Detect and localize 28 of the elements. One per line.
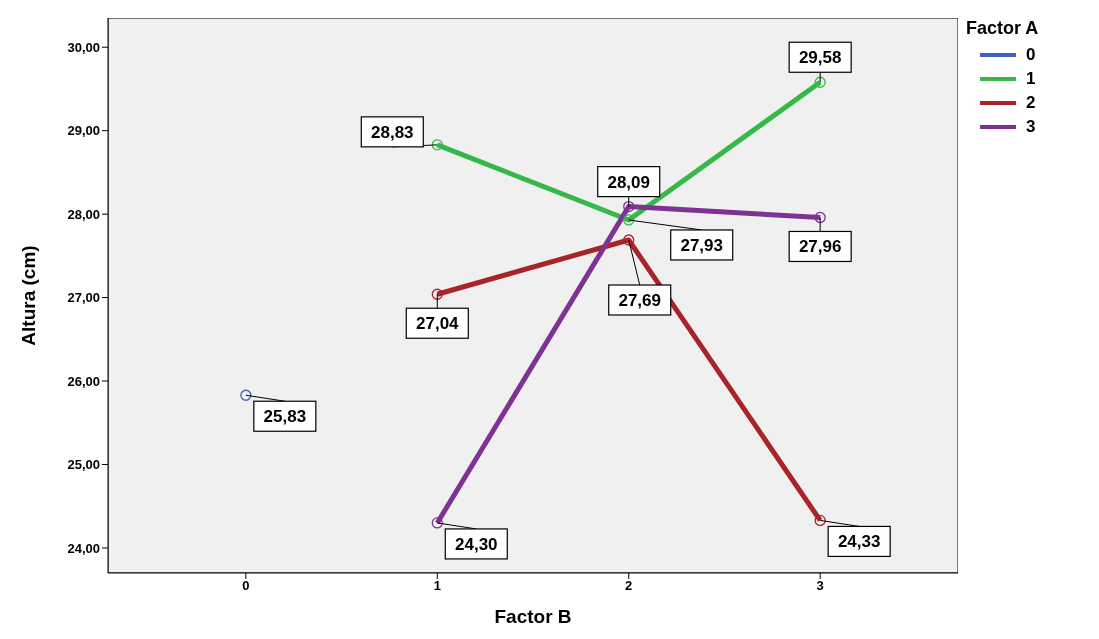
y-tick-label: 28,00 [67, 206, 100, 222]
data-label: 29,58 [798, 48, 842, 68]
legend-label: 2 [1026, 93, 1036, 113]
y-tick-label: 25,00 [67, 457, 100, 473]
y-tick-label: 27,00 [67, 290, 100, 306]
x-tick-label: 2 [625, 578, 633, 594]
data-label: 27,04 [416, 314, 460, 334]
legend-label: 1 [1026, 69, 1036, 89]
data-label: 27,93 [680, 235, 723, 255]
x-tick-label: 0 [242, 578, 250, 594]
data-label: 24,33 [837, 532, 881, 552]
data-label: 27,96 [798, 237, 842, 257]
data-label: 28,09 [607, 172, 650, 192]
y-tick-label: 30,00 [67, 39, 100, 55]
data-label: 24,30 [455, 534, 498, 554]
y-axis-title: Altura (cm) [17, 245, 39, 346]
legend-label: 0 [1026, 45, 1036, 65]
y-tick-label: 29,00 [67, 123, 100, 139]
x-tick-label: 1 [433, 578, 441, 594]
data-label: 28,83 [371, 122, 414, 142]
y-tick-label: 24,00 [67, 540, 100, 556]
x-tick-label: 3 [816, 578, 824, 594]
legend-title: Factor A [966, 18, 1040, 39]
legend-label: 3 [1026, 117, 1036, 137]
y-tick-label: 26,00 [67, 373, 100, 389]
data-label: 25,83 [263, 407, 307, 427]
data-label: 27,69 [618, 291, 661, 310]
x-axis-title: Factor B [494, 606, 572, 627]
